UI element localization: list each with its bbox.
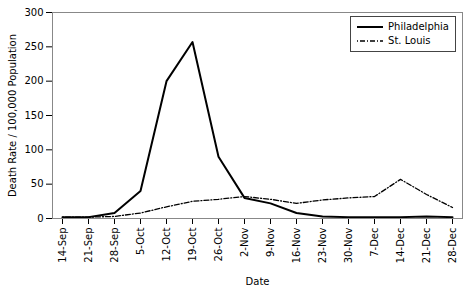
svg-text:28-Sep: 28-Sep — [109, 228, 120, 263]
svg-text:9-Nov: 9-Nov — [265, 227, 276, 257]
svg-text:19-Oct: 19-Oct — [187, 227, 198, 261]
svg-text:30-Nov: 30-Nov — [343, 227, 354, 263]
svg-text:300: 300 — [24, 7, 43, 18]
svg-text:23-Nov: 23-Nov — [317, 227, 328, 263]
svg-text:21-Dec: 21-Dec — [421, 228, 432, 264]
svg-text:50: 50 — [31, 178, 44, 189]
svg-text:5-Oct: 5-Oct — [135, 227, 146, 255]
svg-text:250: 250 — [24, 41, 43, 52]
svg-text:Date: Date — [246, 276, 270, 287]
svg-text:16-Nov: 16-Nov — [291, 227, 302, 263]
svg-text:150: 150 — [24, 110, 43, 121]
svg-text:Death Rate / 100,000 Populatio: Death Rate / 100,000 Population — [7, 34, 18, 197]
svg-text:2-Nov: 2-Nov — [239, 227, 250, 257]
svg-text:14-Dec: 14-Dec — [395, 228, 406, 264]
svg-text:28-Dec: 28-Dec — [447, 228, 458, 264]
svg-text:14-Sep: 14-Sep — [57, 228, 68, 263]
svg-text:26-Oct: 26-Oct — [213, 227, 224, 261]
svg-text:12-Oct: 12-Oct — [161, 227, 172, 261]
svg-text:200: 200 — [24, 75, 43, 86]
svg-text:7-Dec: 7-Dec — [369, 228, 380, 257]
svg-text:21-Sep: 21-Sep — [83, 228, 94, 263]
svg-text:0: 0 — [37, 213, 43, 224]
svg-text:100: 100 — [24, 144, 43, 155]
html-text:Philadelphia: Philadelphia — [388, 21, 449, 32]
html-text:St. Louis: St. Louis — [388, 35, 431, 46]
